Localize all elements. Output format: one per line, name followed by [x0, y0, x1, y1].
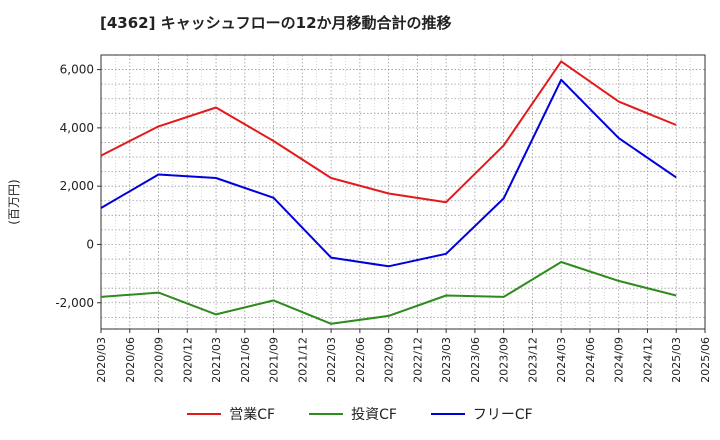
legend-label: 営業CF [229, 407, 276, 423]
x-tick-label: 2025/03 [670, 337, 683, 383]
x-tick-label: 2023/12 [526, 337, 539, 383]
legend-item-1: 営業CF [187, 404, 275, 424]
x-tick-label: 2024/12 [641, 337, 654, 383]
x-tick-label: 2021/06 [239, 337, 252, 383]
grid-lines [100, 54, 706, 329]
x-tick-label: 2020/09 [153, 337, 166, 383]
series-line-3 [100, 78, 677, 268]
y-tick-label: 2,000 [60, 179, 94, 193]
x-tick-label: 2021/03 [210, 337, 223, 383]
chart-title: [4362] キャッシュフローの12か月移動合計の推移 [100, 14, 452, 32]
legend-swatch [309, 413, 344, 415]
legend-swatch [430, 413, 465, 415]
x-tick-label: 2024/09 [613, 337, 626, 383]
x-tick-label: 2021/09 [268, 337, 281, 383]
y-tick-label: 0 [86, 237, 94, 251]
x-tick-label: 2023/03 [440, 337, 453, 383]
legend-swatch [187, 413, 222, 415]
legend: 営業CF 投資CF フリーCF [0, 404, 720, 424]
x-tick-label: 2025/06 [699, 337, 712, 383]
y-axis-label: (百万円) [7, 179, 21, 224]
legend-label: フリーCF [472, 407, 533, 423]
legend-item-3: フリーCF [430, 404, 533, 424]
legend-label: 投資CF [351, 407, 397, 423]
series-lines [100, 60, 677, 325]
series-line-1 [100, 60, 677, 204]
plot-frame [100, 54, 706, 330]
y-axis-ticks: -2,000 0 2,000 4,000 6,000 [55, 63, 101, 310]
legend-item-2: 投資CF [309, 404, 397, 424]
x-tick-label: 2021/12 [296, 337, 309, 383]
y-tick-label: 6,000 [60, 63, 94, 77]
series-line-2 [100, 261, 677, 325]
x-tick-label: 2023/09 [498, 337, 511, 383]
x-tick-label: 2023/06 [469, 337, 482, 383]
x-tick-label: 2020/03 [95, 337, 108, 383]
x-tick-label: 2022/12 [411, 337, 424, 383]
x-tick-label: 2022/03 [325, 337, 338, 383]
y-tick-label: 4,000 [60, 121, 94, 135]
x-tick-label: 2020/06 [124, 337, 137, 383]
x-tick-label: 2022/06 [354, 337, 367, 383]
x-tick-label: 2020/12 [181, 337, 194, 383]
x-tick-label: 2022/09 [383, 337, 396, 383]
x-tick-label: 2024/03 [555, 337, 568, 383]
y-tick-label: -2,000 [55, 296, 94, 310]
x-tick-label: 2024/06 [584, 337, 597, 383]
x-axis-ticks: 2020/03 2020/06 2020/09 2020/12 2021/03 2021/… [95, 329, 712, 383]
